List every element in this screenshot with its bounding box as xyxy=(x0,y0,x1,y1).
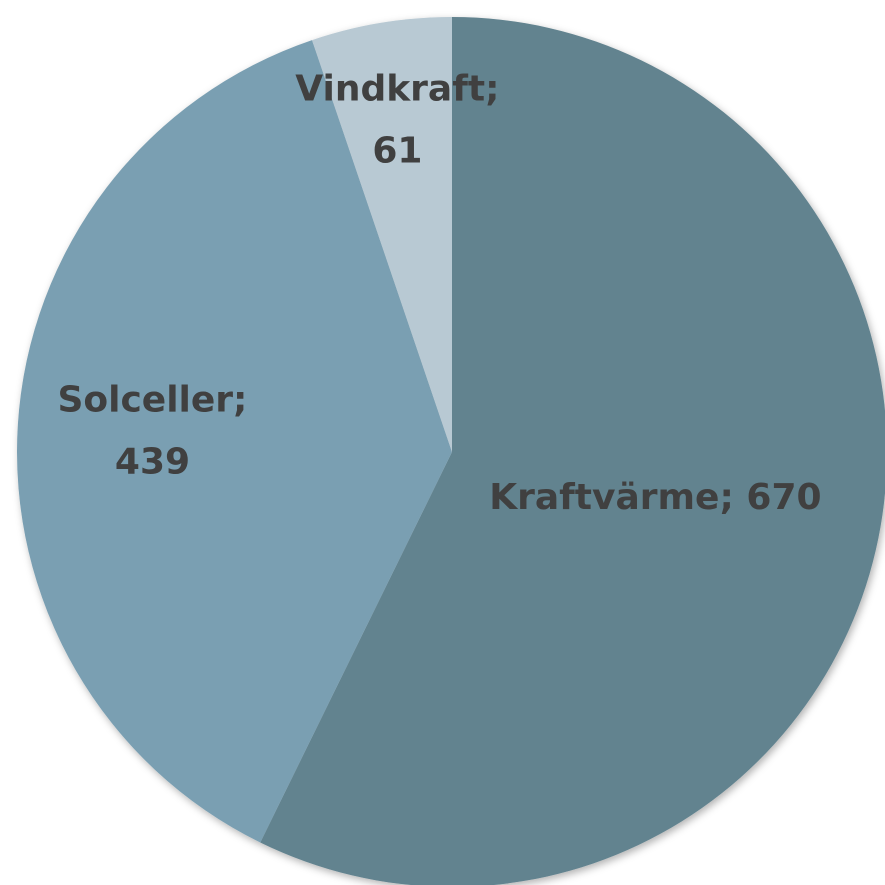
data-label: Kraftvärme; 670 xyxy=(489,477,821,518)
pie-slice xyxy=(312,17,452,452)
data-label: Vindkraft; xyxy=(295,69,499,110)
data-label: Solceller; xyxy=(57,380,247,421)
data-label: 61 xyxy=(372,131,422,172)
pie-slice xyxy=(16,40,452,843)
pie xyxy=(16,17,885,885)
pie-slice xyxy=(260,17,885,885)
data-label: 439 xyxy=(115,442,190,483)
